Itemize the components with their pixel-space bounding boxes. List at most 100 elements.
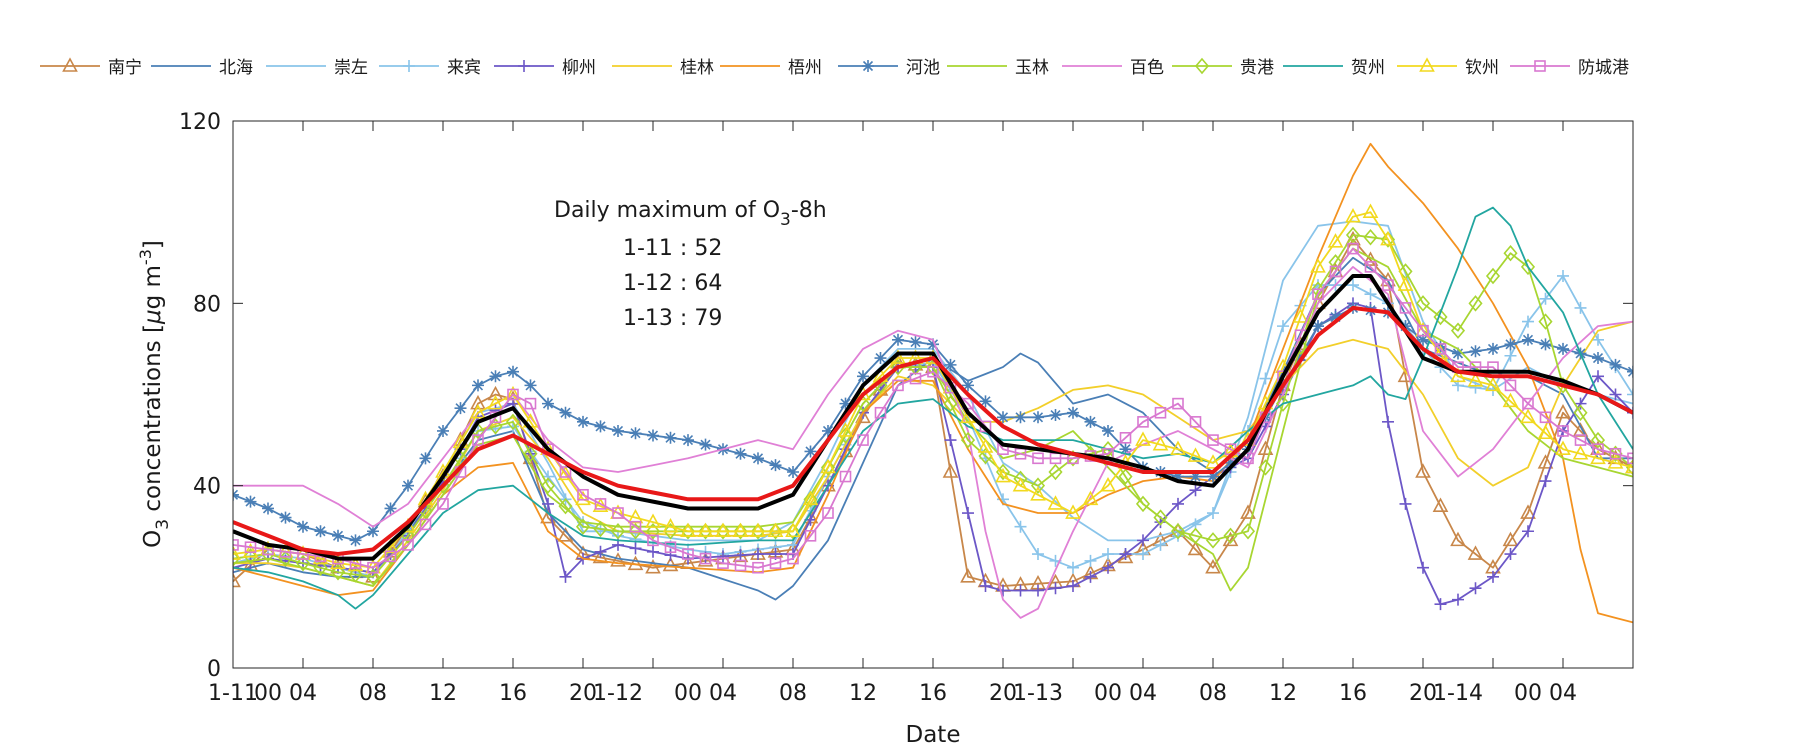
data-point (1032, 411, 1044, 424)
data-point (1012, 476, 1029, 492)
data-point (962, 379, 974, 392)
annotation-line-2: 1-12 : 64 (623, 271, 722, 296)
data-point (575, 518, 591, 535)
legend-label: 柳州 (562, 58, 596, 78)
data-point (1557, 269, 1569, 282)
data-point (1520, 258, 1536, 276)
data-point (1434, 343, 1447, 355)
data-point (1557, 425, 1569, 437)
data-point (1240, 504, 1256, 519)
data-point (699, 438, 712, 451)
data-point (244, 541, 257, 554)
data-point (233, 572, 241, 588)
data-point (1522, 315, 1534, 328)
x-tick-label: 12 (1269, 681, 1297, 706)
data-point (1224, 456, 1237, 469)
data-point (1014, 520, 1027, 533)
data-point (1485, 376, 1501, 392)
x-tick-label: 04 (1129, 681, 1157, 706)
data-point (1137, 416, 1149, 428)
data-point (244, 495, 257, 508)
data-point (1118, 468, 1133, 485)
data-point (1592, 443, 1604, 456)
data-point (1137, 534, 1149, 547)
data-point (629, 427, 642, 440)
data-point (1187, 447, 1204, 462)
data-point (803, 491, 818, 508)
data-point (1189, 416, 1202, 428)
data-point (1067, 561, 1079, 574)
data-point (1102, 424, 1114, 437)
data-point (1607, 454, 1624, 469)
data-point (1188, 527, 1203, 545)
x-tick-label: 08 (779, 681, 807, 706)
data-point (1119, 443, 1132, 456)
data-point (839, 397, 852, 410)
data-point (769, 459, 782, 472)
data-point (542, 497, 554, 510)
data-point (750, 523, 766, 540)
data-point (997, 584, 1009, 597)
data-point (1170, 440, 1186, 455)
data-point (524, 397, 537, 410)
data-point (1399, 320, 1412, 333)
data-point (559, 466, 572, 478)
data-point (680, 522, 696, 538)
data-point (575, 490, 591, 506)
series-layer (233, 142, 1633, 624)
data-point (1539, 475, 1552, 488)
data-point (1364, 261, 1377, 273)
legend-marker (403, 60, 415, 72)
data-point (680, 523, 696, 540)
data-point (437, 424, 449, 437)
data-point (400, 527, 416, 545)
legend-entry: 崇左 (266, 58, 368, 78)
data-point (577, 415, 589, 428)
data-point (1417, 324, 1429, 337)
data-point (1504, 379, 1517, 392)
data-point (1242, 452, 1254, 465)
data-point (855, 408, 871, 424)
data-point (645, 513, 661, 528)
data-point (612, 507, 624, 519)
data-point (330, 564, 346, 581)
plot-background (233, 121, 1633, 668)
data-point (909, 336, 922, 349)
data-point (768, 523, 783, 540)
data-point (1275, 395, 1291, 412)
data-point (645, 559, 661, 574)
data-point (1067, 579, 1079, 592)
data-point (523, 445, 538, 462)
data-point (1207, 470, 1219, 483)
data-point (1100, 440, 1116, 458)
data-point (594, 545, 607, 558)
y-tick-label: 0 (207, 657, 221, 682)
data-point (402, 539, 414, 551)
data-point (1312, 320, 1324, 333)
data-point (942, 463, 959, 478)
data-point (1520, 504, 1536, 519)
data-point (470, 394, 486, 410)
series-12 (233, 206, 1633, 610)
x-tick-label: 1-12 (593, 681, 643, 706)
data-point (892, 333, 904, 346)
data-point (1434, 598, 1447, 611)
data-point (1207, 434, 1219, 446)
data-point (662, 518, 679, 533)
data-point (734, 549, 747, 562)
data-point (682, 434, 694, 447)
data-point (943, 395, 958, 412)
legend-label: 贵港 (1240, 58, 1274, 78)
legend-entry: 北海 (151, 58, 253, 78)
series-line (233, 266, 1633, 619)
data-point (349, 534, 362, 547)
data-point (1417, 333, 1429, 346)
data-point (507, 388, 519, 401)
data-point (1030, 486, 1046, 501)
data-point (1310, 281, 1326, 298)
data-point (734, 447, 747, 460)
data-point (507, 365, 519, 378)
data-point (1415, 295, 1431, 312)
data-point (1574, 434, 1587, 446)
